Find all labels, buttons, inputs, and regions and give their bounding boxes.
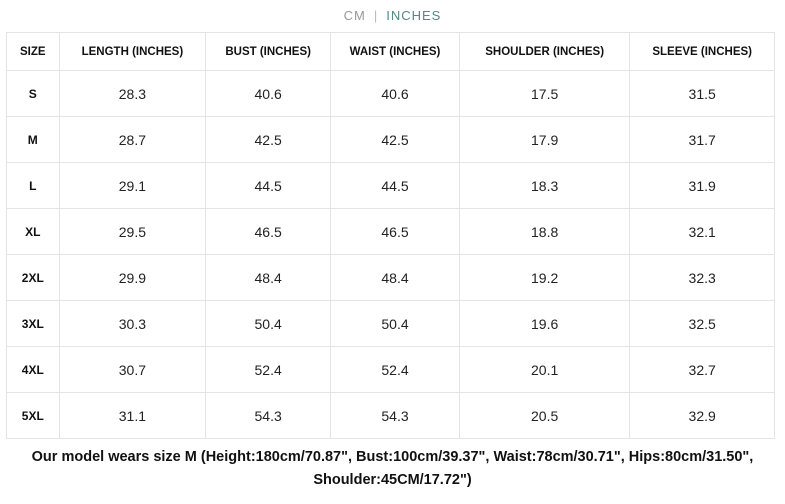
value-cell: 42.5: [205, 116, 332, 163]
value-cell: 29.1: [58, 162, 207, 209]
value-cell: 19.6: [458, 300, 631, 347]
size-cell: XL: [6, 208, 60, 255]
table-row: M 28.7 42.5 42.5 17.9 31.7: [6, 116, 775, 163]
value-cell: 32.9: [629, 392, 775, 439]
unit-separator: |: [373, 8, 379, 23]
value-cell: 31.9: [629, 162, 775, 209]
table-row: S 28.3 40.6 40.6 17.5 31.5: [6, 70, 775, 117]
value-cell: 44.5: [330, 162, 460, 209]
value-cell: 52.4: [205, 346, 332, 393]
value-cell: 52.4: [330, 346, 460, 393]
table-row: 3XL 30.3 50.4 50.4 19.6 32.5: [6, 300, 775, 347]
column-header: LENGTH (INCHES): [58, 32, 207, 71]
value-cell: 18.8: [458, 208, 631, 255]
size-cell: 4XL: [6, 346, 60, 393]
value-cell: 19.2: [458, 254, 631, 301]
table-row: 4XL 30.7 52.4 52.4 20.1 32.7: [6, 346, 775, 393]
table-row: 5XL 31.1 54.3 54.3 20.5 32.9: [6, 392, 775, 439]
value-cell: 50.4: [330, 300, 460, 347]
value-cell: 54.3: [330, 392, 460, 439]
value-cell: 20.5: [458, 392, 631, 439]
value-cell: 48.4: [330, 254, 460, 301]
table-row: XL 29.5 46.5 46.5 18.8 32.1: [6, 208, 775, 255]
value-cell: 46.5: [205, 208, 332, 255]
value-cell: 32.3: [629, 254, 775, 301]
value-cell: 28.3: [58, 70, 207, 117]
value-cell: 30.7: [58, 346, 207, 393]
size-cell: 2XL: [6, 254, 60, 301]
size-chart-table: SIZE LENGTH (INCHES) BUST (INCHES) WAIST (I…: [6, 32, 775, 439]
size-cell: M: [6, 116, 60, 163]
column-header: WAIST (INCHES): [330, 32, 460, 71]
value-cell: 44.5: [205, 162, 332, 209]
unit-toggle: CM | INCHES: [0, 8, 785, 23]
value-cell: 20.1: [458, 346, 631, 393]
size-cell: S: [6, 70, 60, 117]
value-cell: 42.5: [330, 116, 460, 163]
value-cell: 32.1: [629, 208, 775, 255]
column-header: BUST (INCHES): [205, 32, 332, 71]
value-cell: 40.6: [205, 70, 332, 117]
value-cell: 31.1: [58, 392, 207, 439]
table-row: L 29.1 44.5 44.5 18.3 31.9: [6, 162, 775, 209]
value-cell: 18.3: [458, 162, 631, 209]
value-cell: 54.3: [205, 392, 332, 439]
value-cell: 40.6: [330, 70, 460, 117]
unit-inches-tab[interactable]: INCHES: [386, 8, 442, 23]
table-row: 2XL 29.9 48.4 48.4 19.2 32.3: [6, 254, 775, 301]
value-cell: 17.9: [458, 116, 631, 163]
value-cell: 32.7: [629, 346, 775, 393]
column-header: SIZE: [6, 32, 60, 71]
column-header: SLEEVE (INCHES): [629, 32, 775, 71]
value-cell: 17.5: [458, 70, 631, 117]
size-cell: 5XL: [6, 392, 60, 439]
value-cell: 29.5: [58, 208, 207, 255]
value-cell: 29.9: [58, 254, 207, 301]
size-cell: L: [6, 162, 60, 209]
value-cell: 28.7: [58, 116, 207, 163]
value-cell: 50.4: [205, 300, 332, 347]
value-cell: 48.4: [205, 254, 332, 301]
model-size-note: Our model wears size M (Height:180cm/70.…: [31, 449, 754, 488]
value-cell: 31.7: [629, 116, 775, 163]
value-cell: 30.3: [58, 300, 207, 347]
table-header-row: SIZE LENGTH (INCHES) BUST (INCHES) WAIST (I…: [6, 32, 775, 71]
value-cell: 31.5: [629, 70, 775, 117]
value-cell: 46.5: [330, 208, 460, 255]
column-header: SHOULDER (INCHES): [458, 32, 631, 71]
unit-cm-tab[interactable]: CM: [343, 8, 366, 23]
value-cell: 32.5: [629, 300, 775, 347]
size-cell: 3XL: [6, 300, 60, 347]
